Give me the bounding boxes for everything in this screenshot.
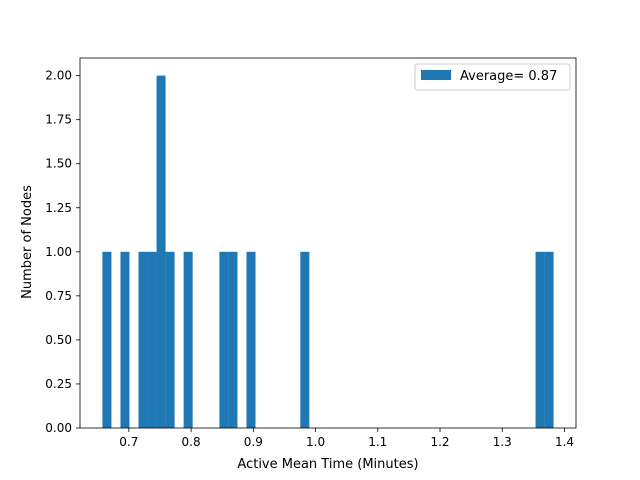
x-tick-label: 0.8 <box>182 435 201 449</box>
histogram-bar <box>156 75 166 428</box>
y-tick-label: 2.00 <box>45 69 72 83</box>
histogram-bars <box>102 75 554 428</box>
x-tick-label: 1.2 <box>430 435 449 449</box>
legend-swatch <box>421 70 451 80</box>
x-tick-label: 1.1 <box>368 435 387 449</box>
histogram-bar <box>246 251 256 428</box>
y-tick-label: 1.75 <box>45 113 72 127</box>
y-tick-label: 1.25 <box>45 201 72 215</box>
histogram-bar <box>147 251 157 428</box>
x-tick-label: 0.7 <box>119 435 138 449</box>
histogram-bar <box>535 251 545 428</box>
histogram-bar <box>138 251 148 428</box>
y-tick-label: 1.50 <box>45 157 72 171</box>
legend: Average= 0.87 <box>414 63 571 91</box>
x-axis-ticks: 0.7 0.8 0.9 1.0 1.1 1.2 1.3 1.4 <box>119 428 574 449</box>
y-tick-label: 1.00 <box>45 245 72 259</box>
histogram-bar <box>165 251 175 428</box>
plot-area-frame <box>79 57 577 429</box>
x-tick-label: 1.4 <box>555 435 574 449</box>
histogram-bar <box>183 251 193 428</box>
legend-box <box>414 63 571 91</box>
histogram-bar <box>219 251 229 428</box>
histogram-bar <box>102 251 112 428</box>
x-tick-label: 1.3 <box>493 435 512 449</box>
histogram-bar <box>120 251 130 428</box>
y-tick-label: 0.50 <box>45 333 72 347</box>
x-tick-label: 1.0 <box>306 435 325 449</box>
histogram-bar <box>300 251 310 428</box>
y-tick-label: 0.00 <box>45 421 72 435</box>
legend-label: Average= 0.87 <box>460 69 557 84</box>
y-axis-ticks: 0.00 0.25 0.50 0.75 1.00 1.25 1.50 1.75 2.00 <box>45 69 80 435</box>
y-axis-label: Number of Nodes <box>20 185 35 299</box>
histogram-bar <box>228 251 238 428</box>
y-tick-label: 0.25 <box>45 377 72 391</box>
x-axis-label: Active Mean Time (Minutes) <box>237 457 418 472</box>
histogram-bar <box>544 251 554 428</box>
x-tick-label: 0.9 <box>244 435 263 449</box>
y-tick-label: 0.75 <box>45 289 72 303</box>
